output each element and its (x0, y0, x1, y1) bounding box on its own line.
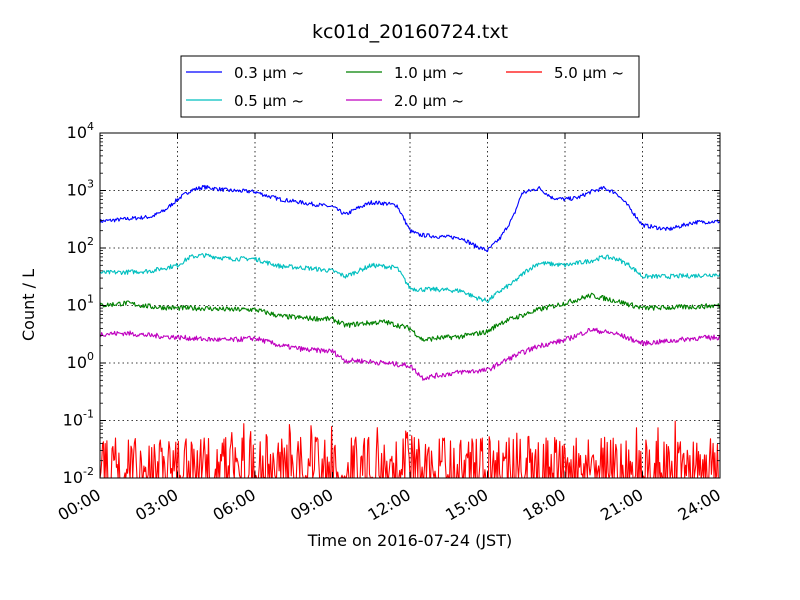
x-tick-label: 03:00 (132, 485, 181, 525)
y-tick-exponent: -1 (83, 408, 94, 421)
x-tick-label: 06:00 (210, 485, 259, 525)
x-tick-label: 15:00 (442, 485, 491, 525)
y-tick-label: 100 (67, 350, 94, 372)
legend-label: 2.0 µm ~ (394, 92, 464, 110)
y-axis-label: Count / L (19, 269, 38, 341)
tick-marks (99, 132, 721, 479)
x-tick-label: 24:00 (675, 485, 724, 525)
x-axis-label: Time on 2016-07-24 (JST) (307, 531, 512, 550)
legend-label: 0.5 µm ~ (234, 92, 304, 110)
legend-label: 0.3 µm ~ (234, 64, 304, 82)
series-line-2 (99, 292, 721, 342)
y-tick-exponent: 1 (87, 293, 94, 306)
y-tick-label: 10-1 (63, 408, 94, 430)
y-tick-base: 10 (63, 468, 83, 487)
legend-label: 1.0 µm ~ (394, 64, 464, 82)
y-tick-base: 10 (67, 238, 87, 257)
y-tick-base: 10 (67, 353, 87, 372)
legend-box (180, 55, 640, 118)
y-tick-base: 10 (63, 411, 83, 430)
y-tick-base: 10 (67, 296, 87, 315)
y-tick-label: 101 (67, 293, 94, 315)
series-line-3 (99, 327, 720, 381)
y-tick-exponent: 0 (87, 350, 94, 363)
series-layer (99, 184, 721, 479)
y-tick-label: 10-2 (63, 465, 94, 487)
legend: 0.3 µm ~ 0.5 µm ~ 1.0 µm ~ 2.0 µm ~ 5.0 µm ~ (180, 55, 640, 118)
x-tick-label: 12:00 (365, 485, 414, 525)
x-tick-label: 00:00 (55, 485, 104, 525)
y-tick-base: 10 (67, 181, 87, 200)
y-tick-label: 102 (67, 235, 94, 257)
x-tick-label: 21:00 (597, 485, 646, 525)
series-line-1 (99, 252, 721, 303)
y-tick-label: 104 (67, 120, 94, 142)
chart-title: kc01d_20160724.txt (312, 21, 508, 43)
x-tick-labels: 00:00 03:00 06:00 09:00 12:00 15:00 18:00 21:00… (55, 485, 724, 525)
y-tick-base: 10 (67, 123, 87, 142)
y-tick-exponent: 2 (87, 235, 94, 248)
x-tick-label: 09:00 (287, 485, 336, 525)
y-tick-exponent: -2 (83, 465, 94, 478)
y-tick-label: 103 (67, 178, 94, 200)
y-tick-exponent: 4 (87, 120, 94, 133)
y-tick-exponent: 3 (87, 178, 94, 191)
series-line-0 (99, 184, 721, 253)
x-tick-label: 18:00 (520, 485, 569, 525)
legend-label: 5.0 µm ~ (554, 64, 624, 82)
